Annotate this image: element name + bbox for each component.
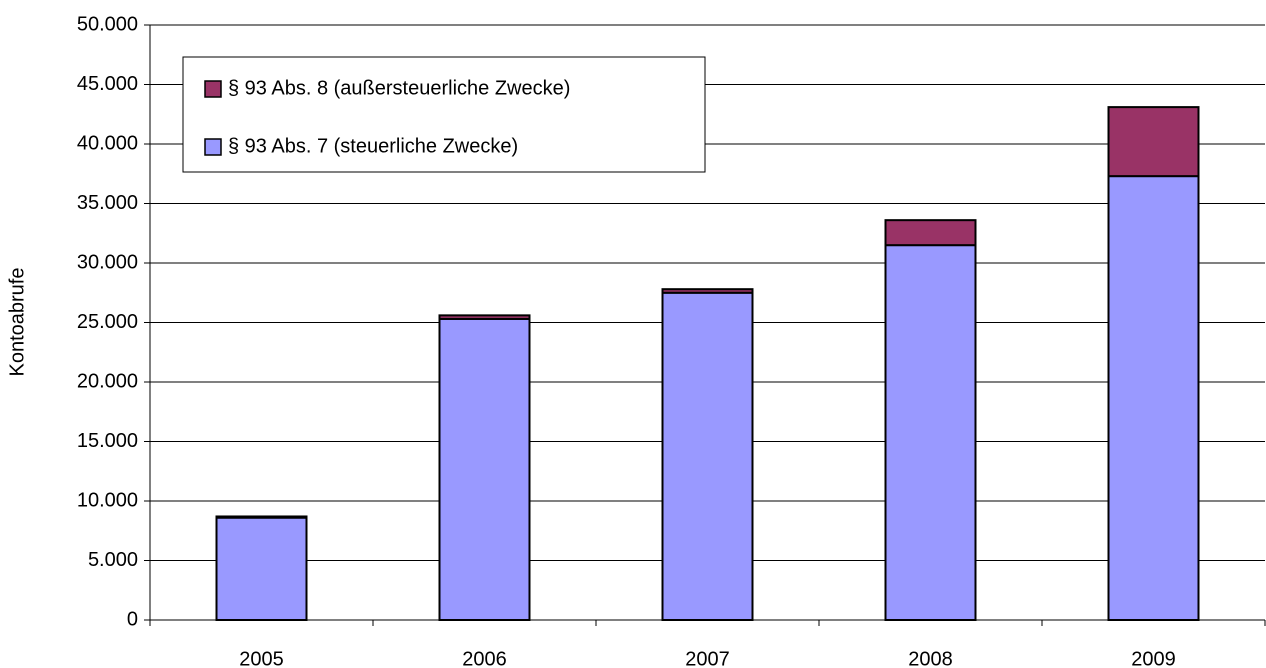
y-tick-label: 20.000 bbox=[77, 370, 138, 392]
bar-segment bbox=[884, 244, 977, 621]
legend-swatch bbox=[204, 80, 222, 98]
y-tick-label: 5.000 bbox=[88, 549, 138, 571]
x-tick-label: 2009 bbox=[1131, 648, 1176, 668]
y-tick-label: 30.000 bbox=[77, 251, 138, 273]
bar-segment bbox=[438, 314, 531, 320]
bar-segment bbox=[1107, 106, 1200, 178]
legend-label: § 93 Abs. 7 (steuerliche Zwecke) bbox=[228, 135, 518, 157]
x-tick-label: 2008 bbox=[908, 648, 953, 668]
legend-swatch bbox=[204, 138, 222, 156]
bar-segment bbox=[661, 291, 754, 621]
y-tick-label: 10.000 bbox=[77, 489, 138, 511]
bar-segment bbox=[215, 515, 308, 519]
y-tick-label: 0 bbox=[127, 608, 138, 630]
legend-label: § 93 Abs. 8 (außersteuerliche Zwecke) bbox=[228, 77, 570, 99]
bar-segment bbox=[884, 219, 977, 247]
x-tick-label: 2007 bbox=[685, 648, 730, 668]
y-tick-label: 25.000 bbox=[77, 311, 138, 333]
y-tick-label: 15.000 bbox=[77, 430, 138, 452]
legend-box bbox=[182, 56, 706, 173]
y-tick-label: 45.000 bbox=[77, 73, 138, 95]
y-axis-label: Kontoabrufe bbox=[6, 268, 28, 377]
y-tick-label: 40.000 bbox=[77, 132, 138, 154]
y-tick-label: 35.000 bbox=[77, 192, 138, 214]
y-tick-label: 50.000 bbox=[77, 13, 138, 35]
bar-segment bbox=[661, 288, 754, 294]
x-tick-label: 2005 bbox=[239, 648, 284, 668]
x-tick-label: 2006 bbox=[462, 648, 507, 668]
bar-segment bbox=[215, 516, 308, 621]
bar-segment bbox=[1107, 175, 1200, 621]
bar-segment bbox=[438, 317, 531, 621]
